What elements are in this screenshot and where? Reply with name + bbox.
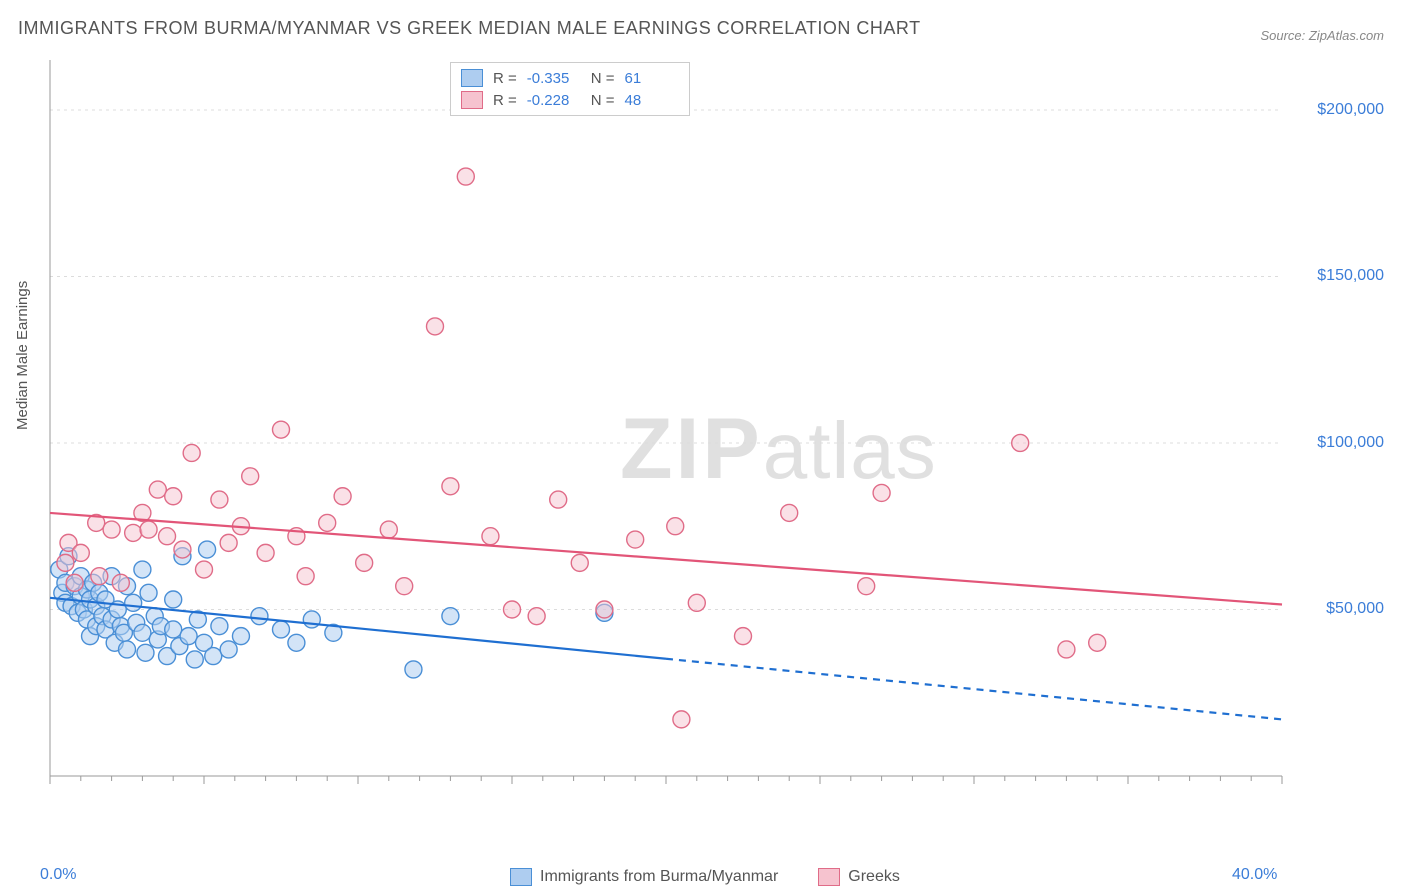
legend-row-burma: R = -0.335 N = 61 (461, 67, 679, 89)
legend-r-label: R = (493, 92, 517, 109)
chart-title: IMMIGRANTS FROM BURMA/MYANMAR VS GREEK M… (18, 18, 921, 39)
x-tick-label: 40.0% (1232, 866, 1277, 884)
swatch-burma (461, 69, 483, 87)
swatch-burma-bottom (510, 868, 532, 886)
source-attribution: Source: ZipAtlas.com (1260, 28, 1384, 43)
legend-n-label: N = (591, 92, 615, 109)
legend-label-burma: Immigrants from Burma/Myanmar (540, 868, 778, 886)
y-axis-label: Median Male Earnings (14, 281, 31, 430)
legend-item-burma: Immigrants from Burma/Myanmar (510, 868, 778, 886)
legend-n-label: N = (591, 70, 615, 87)
legend-r-label: R = (493, 70, 517, 87)
legend-r-value-greeks: -0.228 (527, 92, 581, 109)
x-tick-label: 0.0% (40, 866, 76, 884)
y-tick-label: $150,000 (1317, 267, 1384, 285)
y-tick-label: $200,000 (1317, 101, 1384, 119)
legend-n-value-greeks: 48 (625, 92, 679, 109)
scatter-plot (48, 60, 1284, 796)
legend-n-value-burma: 61 (625, 70, 679, 87)
swatch-greeks (461, 91, 483, 109)
swatch-greeks-bottom (818, 868, 840, 886)
legend-label-greeks: Greeks (848, 868, 900, 886)
legend-item-greeks: Greeks (818, 868, 900, 886)
correlation-legend: R = -0.335 N = 61 R = -0.228 N = 48 (450, 62, 690, 116)
legend-row-greeks: R = -0.228 N = 48 (461, 89, 679, 111)
series-legend: Immigrants from Burma/Myanmar Greeks (510, 868, 900, 886)
y-tick-label: $100,000 (1317, 434, 1384, 452)
y-tick-label: $50,000 (1326, 600, 1384, 618)
legend-r-value-burma: -0.335 (527, 70, 581, 87)
